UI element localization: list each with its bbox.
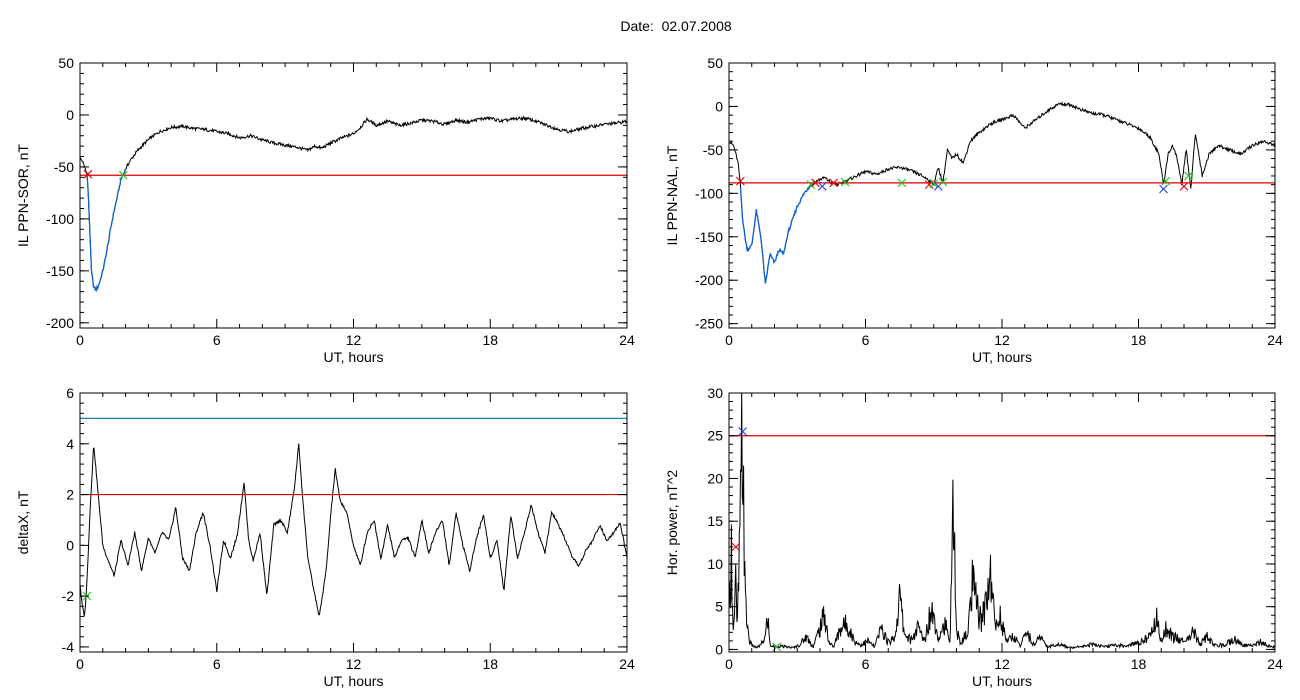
x-tick-label: 0 [725, 656, 733, 672]
sor-ylabel: IL PPN-SOR, nT [15, 144, 31, 247]
y-tick-label: -150 [695, 229, 723, 245]
nal-marker [1179, 181, 1189, 191]
date-value: 02.07.2008 [661, 18, 732, 34]
sor-marker [118, 170, 128, 180]
sor-xlabel: UT, hours [324, 349, 384, 365]
y-tick-label: -100 [695, 185, 723, 201]
y-tick-label: -100 [46, 211, 74, 227]
page-title: Date: 02.07.2008 [0, 18, 1300, 34]
x-tick-label: 18 [1131, 332, 1147, 348]
y-tick-label: 5 [715, 599, 723, 615]
x-tick-label: 24 [619, 332, 635, 348]
x-tick-label: 12 [994, 332, 1010, 348]
sor-trace [80, 115, 627, 292]
y-tick-label: 50 [707, 55, 723, 71]
sor-frame [79, 62, 628, 329]
nal-marker [829, 178, 839, 188]
y-tick-label: 4 [66, 436, 74, 452]
nal-marker [929, 179, 939, 189]
panel-nal: 0 6 12 18 24 UT, hours -250 -200 -150 -100 -50 0 50 I… [664, 55, 1283, 365]
power-trace [729, 393, 1275, 650]
deltax-frame [79, 392, 628, 653]
nal-xlabel: UT, hours [972, 349, 1032, 365]
nal-marker [1161, 176, 1171, 186]
x-tick-label: 6 [213, 332, 221, 348]
x-tick-label: 18 [482, 656, 498, 672]
nal-marker [811, 178, 820, 188]
deltax-trace [80, 443, 627, 617]
x-tick-label: 12 [346, 656, 362, 672]
y-tick-label: 15 [707, 513, 723, 529]
nal-marker [897, 178, 907, 188]
sor-highlight-segment [86, 168, 126, 293]
nal-ylabel: IL PPN-NAL, nT [664, 145, 680, 245]
nal-marker [817, 181, 827, 191]
y-tick-label: -200 [46, 315, 74, 331]
x-tick-label: 24 [619, 656, 635, 672]
y-tick-label: -4 [62, 639, 75, 655]
y-tick-label: 0 [66, 107, 74, 123]
y-tick-label: -250 [695, 316, 723, 332]
nal-marker [735, 176, 745, 186]
y-tick-label: 6 [66, 385, 74, 401]
deltax-ylabel: deltaX, nT [15, 490, 31, 554]
nal-trace [729, 101, 1275, 284]
power-marker [738, 427, 748, 436]
y-tick-label: 2 [66, 487, 74, 503]
nal-highlight-segment [739, 183, 813, 284]
x-tick-label: 0 [76, 332, 84, 348]
y-tick-label: -200 [695, 272, 723, 288]
x-tick-label: 24 [1267, 656, 1283, 672]
y-tick-label: -2 [62, 588, 75, 604]
x-tick-label: 12 [994, 656, 1010, 672]
x-tick-label: 12 [346, 332, 362, 348]
nal-marker [806, 180, 816, 190]
power-ylabel: Hor. power, nT^2 [664, 470, 680, 576]
x-tick-label: 18 [482, 332, 498, 348]
y-tick-label: 0 [715, 641, 723, 657]
nal-marker [1159, 184, 1168, 194]
date-label: Date: [620, 18, 654, 34]
nal-frame [728, 62, 1276, 329]
y-tick-label: 20 [707, 470, 723, 486]
y-tick-label: -50 [54, 159, 74, 175]
y-tick-label: 50 [58, 55, 74, 71]
nal-marker [938, 177, 948, 187]
x-tick-label: 18 [1131, 656, 1147, 672]
x-tick-label: 0 [725, 332, 733, 348]
power-xlabel: UT, hours [972, 673, 1032, 689]
x-tick-label: 24 [1267, 332, 1283, 348]
y-tick-label: 25 [707, 428, 723, 444]
nal-marker [840, 177, 850, 187]
x-tick-label: 6 [213, 656, 221, 672]
y-tick-label: 30 [707, 385, 723, 401]
nal-marker [1184, 171, 1193, 181]
panel-power: 0 6 12 18 24 UT, hours 0 5 10 15 20 25 30 Hor. power,… [664, 385, 1283, 689]
sor-marker [83, 169, 93, 179]
y-tick-label: 0 [715, 98, 723, 114]
y-tick-label: -50 [703, 142, 723, 158]
power-frame [728, 392, 1276, 653]
panel-sor: 0 6 12 18 24 UT, hours -200 -150 -100 -50 0 50 IL PP… [15, 55, 635, 365]
x-tick-label: 6 [862, 656, 870, 672]
y-tick-label: 10 [707, 556, 723, 572]
x-tick-label: 6 [862, 332, 870, 348]
y-tick-label: -150 [46, 263, 74, 279]
y-tick-label: 0 [66, 537, 74, 553]
power-marker [731, 542, 741, 552]
x-tick-label: 0 [76, 656, 84, 672]
deltax-xlabel: UT, hours [324, 673, 384, 689]
